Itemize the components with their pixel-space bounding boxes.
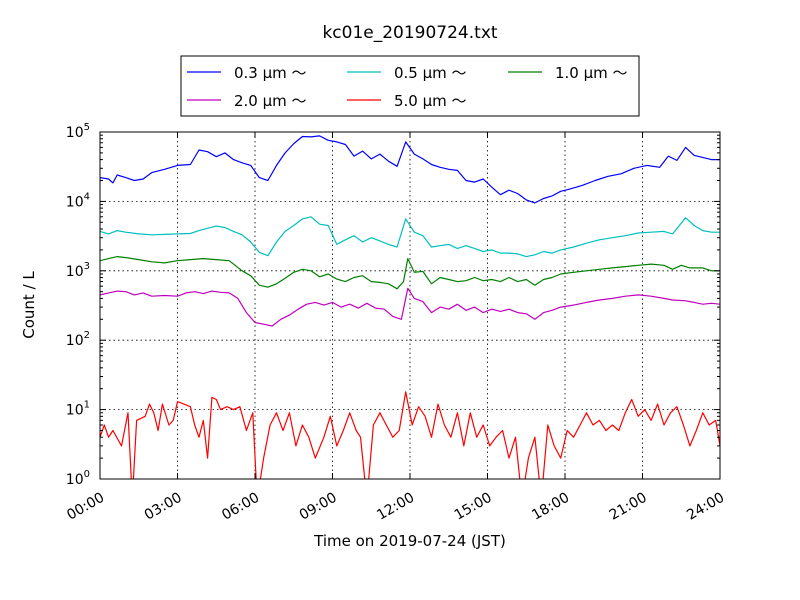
series-line-3: [100, 287, 720, 327]
chart-legend: 0.3 μm ～ 0.5 μm ～ 1.0 μm ～ 2.0 μm ～ 5.0 μm ～: [180, 55, 640, 117]
grid-layer: [100, 132, 720, 479]
legend-label-1: 0.5 μm ～: [394, 64, 467, 82]
y-axis-label: Count / L: [20, 271, 38, 339]
legend-box: [180, 55, 640, 117]
x-tick-label: 12:00: [374, 490, 417, 524]
x-tick-label: 03:00: [142, 490, 185, 524]
y-tick-label: 105: [66, 122, 90, 141]
y-ticks: 100 101 102 103 104 105: [66, 122, 720, 488]
y-tick-label: 102: [66, 330, 90, 349]
y-tick-label: 100: [66, 469, 90, 488]
series-line-0: [100, 135, 720, 204]
x-axis-label: Time on 2019-07-24 (JST): [313, 532, 506, 550]
legend-label-0: 0.3 μm ～: [234, 64, 307, 82]
x-tick-label: 06:00: [219, 490, 262, 524]
legend-label-2: 1.0 μm ～: [555, 64, 628, 82]
x-tick-label: 18:00: [529, 490, 572, 524]
legend-label-3: 2.0 μm ～: [234, 92, 307, 110]
legend-label-4: 5.0 μm ～: [394, 92, 467, 110]
series-line-2: [100, 256, 720, 290]
y-tick-label: 103: [66, 261, 90, 280]
series-layer: [100, 135, 720, 479]
chart-title: kc01e_20190724.txt: [322, 23, 497, 43]
y-tick-label: 104: [66, 191, 90, 210]
y-tick-label: 101: [66, 400, 90, 419]
x-tick-label: 00:00: [64, 490, 107, 524]
series-line-1: [100, 216, 720, 258]
series-line-4: [100, 391, 720, 479]
x-ticks: 00:00 03:00 06:00 09:00 12:00 15:00 18:00 21:00…: [64, 132, 727, 524]
x-tick-label: 21:00: [607, 490, 650, 524]
x-tick-label: 09:00: [297, 490, 340, 524]
x-tick-label: 15:00: [452, 490, 495, 524]
x-tick-label: 24:00: [684, 490, 727, 524]
plot-frame: [99, 131, 721, 480]
